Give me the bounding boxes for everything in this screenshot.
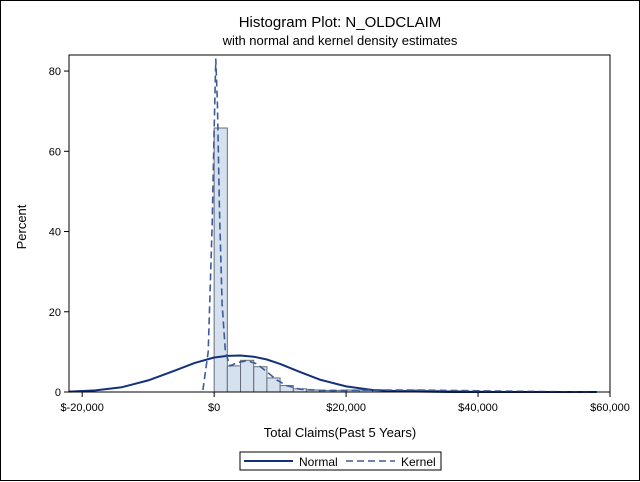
legend-kernel-label: Kernel [401,455,436,469]
x-tick-label: $60,000 [590,402,630,414]
chart-subtitle: with normal and kernel density estimates [222,33,458,48]
x-tick-label: $-20,000 [60,402,103,414]
histogram-bar [254,367,267,392]
y-tick-label: 40 [49,227,61,239]
y-tick-label: 80 [49,66,61,78]
x-tick-label: $0 [208,402,220,414]
x-tick-label: $40,000 [458,402,498,414]
normal-density-curve [69,356,597,393]
y-tick-label: 20 [49,307,61,319]
legend: Normal Kernel [240,452,441,470]
chart-title: Histogram Plot: N_OLDCLAIM [239,14,442,31]
legend-normal-label: Normal [299,455,338,469]
plot-area: 0 20 40 60 80 $-20,000 $0 $20,000 $40,000 $60,000 [49,55,630,414]
y-tick-label: 60 [49,146,61,158]
y-tick-label: 0 [55,387,61,399]
plot-frame [69,55,610,392]
histogram-bar [241,360,254,392]
y-axis-label: Percent [14,204,29,249]
x-axis-label: Total Claims(Past 5 Years) [264,425,416,440]
x-tick-label: $20,000 [326,402,366,414]
histogram-bar [227,366,240,392]
kernel-density-curve [203,59,590,392]
